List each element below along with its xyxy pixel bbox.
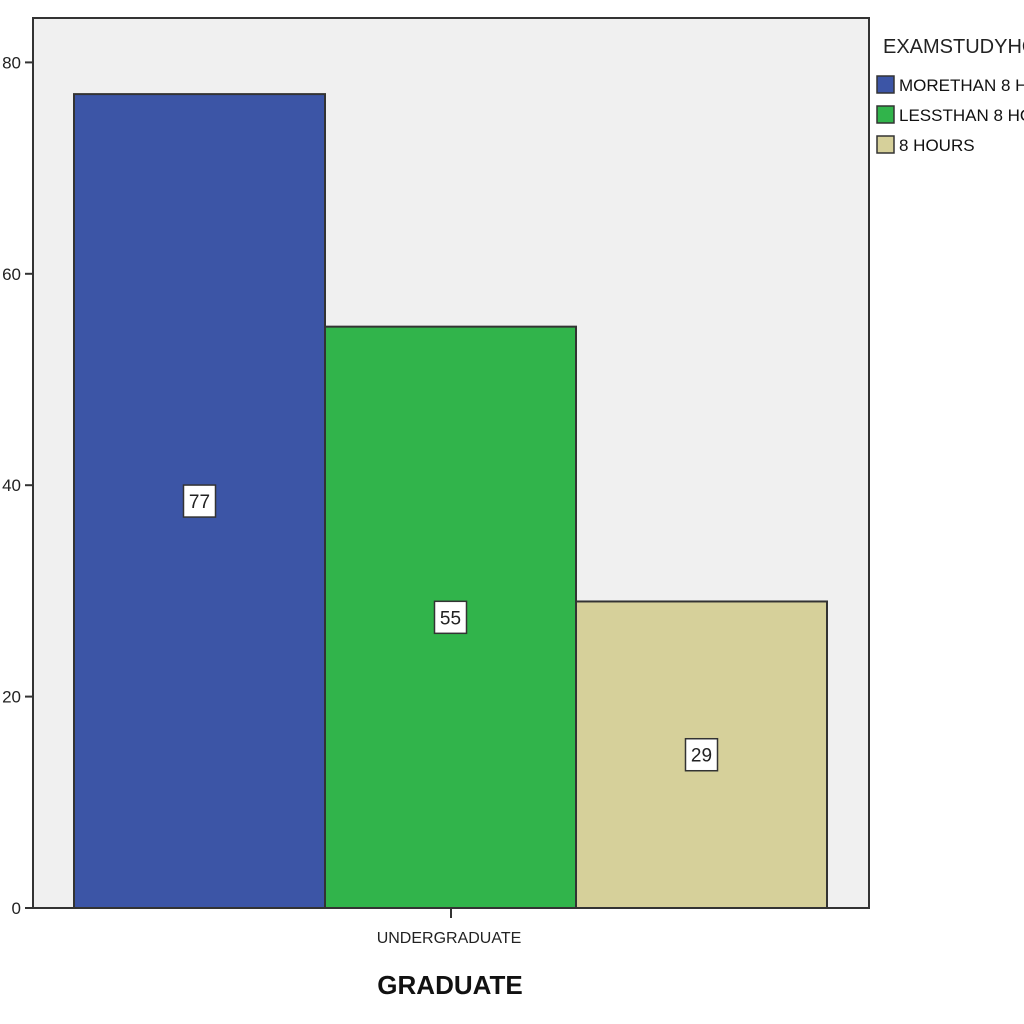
y-tick-label: 80 bbox=[2, 53, 21, 72]
data-label-box bbox=[433, 600, 468, 635]
y-axis: 0 20 40 60 80 bbox=[2, 53, 33, 918]
x-axis-title: GRADUATE bbox=[377, 970, 522, 1000]
legend-label: MORETHAN 8 HOURS bbox=[899, 76, 1024, 95]
bars bbox=[73, 93, 828, 910]
data-label-box bbox=[684, 737, 719, 772]
y-tick-label: 0 bbox=[12, 899, 21, 918]
legend-label: 8 HOURS bbox=[899, 136, 975, 155]
legend-title: EXAMSTUDYHOURS bbox=[883, 36, 1024, 58]
legend-label: LESSTHAN 8 HOURS bbox=[899, 106, 1024, 125]
x-tick-label: UNDERGRADUATE bbox=[377, 930, 522, 947]
data-labels: 77 55 29 bbox=[182, 484, 719, 772]
y-tick-label: 40 bbox=[2, 476, 21, 495]
legend-swatch bbox=[876, 75, 895, 94]
data-label: 55 bbox=[440, 608, 461, 629]
legend-swatch bbox=[876, 135, 895, 154]
y-tick-label: 60 bbox=[2, 265, 21, 284]
y-tick-label: 20 bbox=[2, 688, 21, 707]
data-label: 77 bbox=[189, 492, 210, 513]
x-axis: UNDERGRADUATE GRADUATE bbox=[377, 908, 523, 1000]
data-label-box bbox=[182, 484, 217, 518]
legend-swatch bbox=[876, 105, 895, 124]
legend: EXAMSTUDYHOURS MORETHAN 8 HOURS LESSTHAN … bbox=[876, 36, 1024, 155]
data-label: 29 bbox=[691, 746, 712, 767]
